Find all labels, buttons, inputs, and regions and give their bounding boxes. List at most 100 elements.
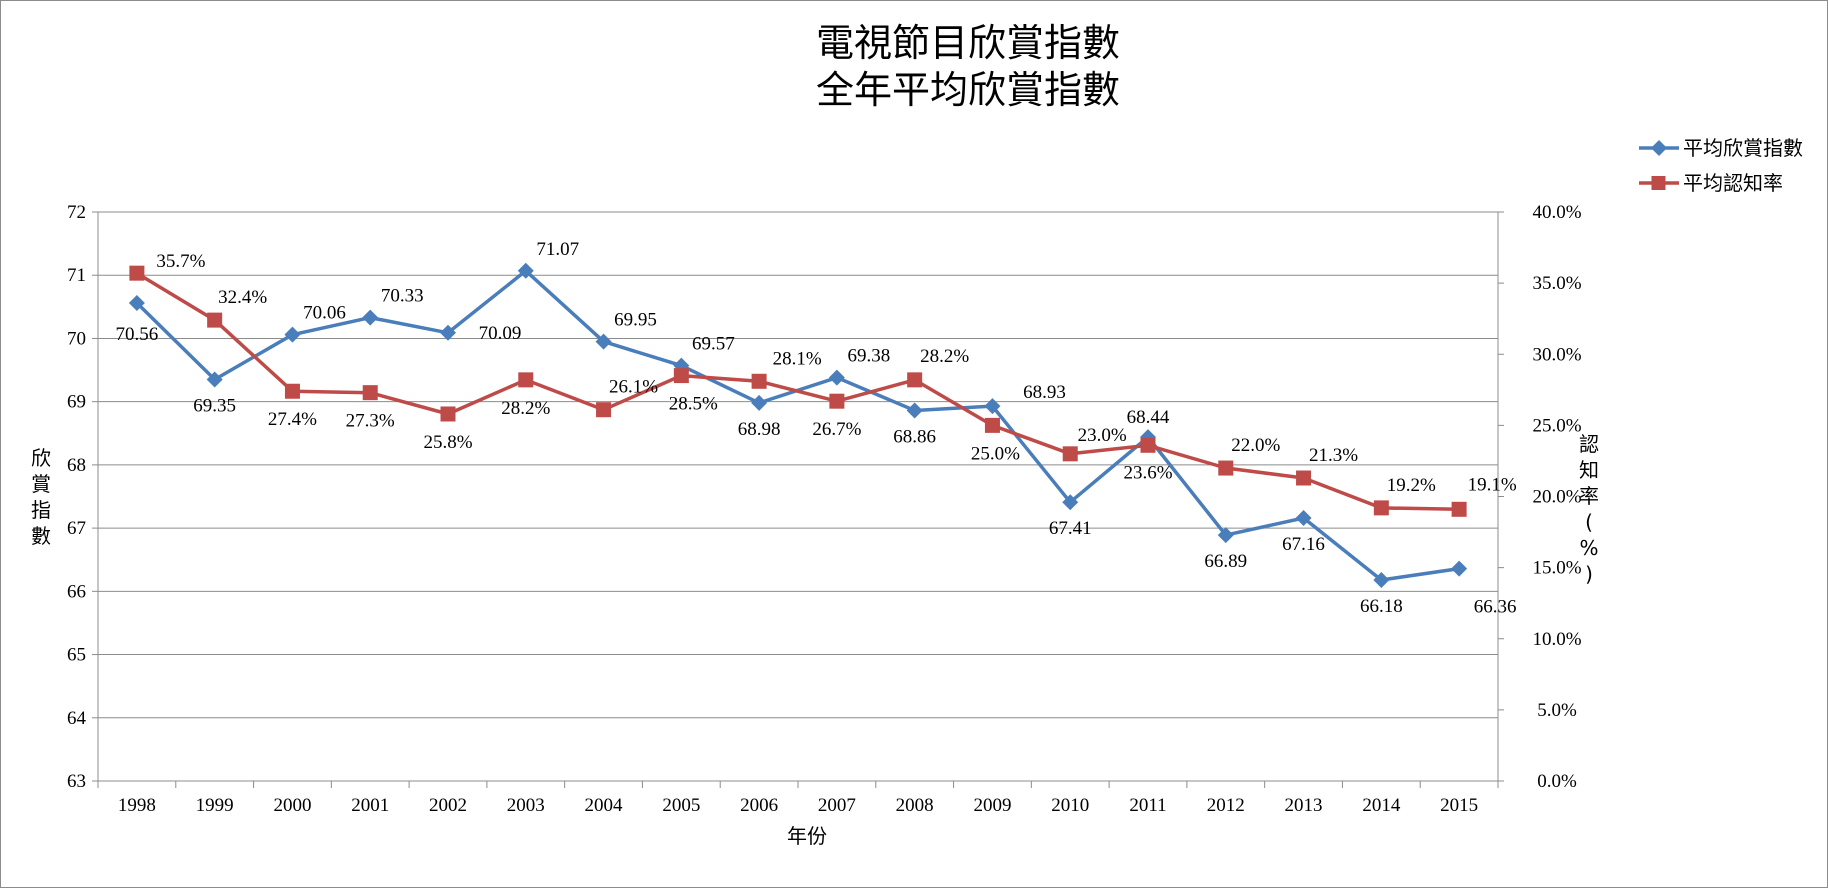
data-labels: 70.56 69.35 70.06 70.33 70.09 71.07 69.95 69.57… — [116, 239, 1517, 618]
x-tick-label: 2000 — [273, 795, 311, 816]
point-marker-square — [1140, 437, 1156, 453]
data-label-index: 69.35 — [193, 396, 236, 417]
x-tick-label: 2009 — [973, 795, 1011, 816]
y2-axis-title-char: 知 — [1579, 458, 1599, 482]
point-marker-diamond — [1373, 571, 1390, 588]
point-marker-square — [362, 385, 378, 401]
y-tick-label: 64 — [67, 708, 87, 729]
data-label-rate: 25.8% — [423, 432, 472, 453]
data-label-index: 70.56 — [116, 324, 159, 345]
legend-marker-square — [1651, 176, 1666, 190]
data-label-index: 70.06 — [303, 303, 346, 324]
x-tick-label: 2011 — [1129, 795, 1166, 816]
y2-tick-label: 30.0% — [1532, 344, 1581, 365]
data-label-index: 70.09 — [479, 323, 522, 344]
data-label-index: 69.38 — [848, 346, 891, 367]
data-label-index: 66.18 — [1360, 596, 1403, 617]
y2-tick-label: 15.0% — [1532, 558, 1581, 579]
data-label-index: 70.33 — [381, 286, 424, 307]
point-marker-diamond — [440, 324, 456, 341]
chart-title: 電視節目欣賞指數 — [816, 21, 1120, 65]
y-tick-label: 72 — [67, 202, 86, 223]
chart-subtitle: 全年平均欣賞指數 — [816, 68, 1120, 112]
x-tick-label: 1999 — [196, 795, 234, 816]
x-tick-label: 2007 — [818, 795, 856, 816]
y2-tick-label: 40.0% — [1532, 202, 1581, 223]
data-label-rate: 28.2% — [920, 346, 969, 367]
y-tick-label: 67 — [67, 518, 86, 539]
data-label-index: 71.07 — [536, 239, 579, 260]
point-marker-square — [1373, 500, 1389, 516]
y2-tick-label: 35.0% — [1532, 273, 1581, 294]
point-marker-square — [829, 393, 845, 409]
point-marker-square — [518, 372, 534, 388]
y2-tick-label: 25.0% — [1532, 415, 1581, 436]
data-label-rate: 22.0% — [1231, 435, 1280, 456]
y-tick-label: 70 — [67, 328, 86, 349]
point-marker-diamond — [828, 369, 845, 386]
point-marker-diamond — [284, 326, 301, 343]
point-marker-square — [129, 265, 145, 281]
point-marker-square — [440, 406, 456, 422]
x-axis-title: 年份 — [787, 824, 827, 848]
y2-axis-title-char: 率 — [1579, 484, 1599, 508]
y-tick-label: 68 — [67, 455, 86, 476]
y-axis-title-char: 指 — [31, 498, 51, 522]
data-label-rate: 21.3% — [1309, 445, 1358, 466]
data-label-index: 66.36 — [1474, 597, 1517, 618]
x-tick-label: 2002 — [429, 795, 467, 816]
axes — [92, 211, 1504, 788]
point-marker-square — [907, 372, 923, 388]
gridlines — [98, 211, 1498, 719]
x-tick-label: 2015 — [1440, 795, 1478, 816]
data-label-rate: 27.4% — [268, 409, 317, 430]
point-marker-diamond — [362, 309, 379, 326]
x-tick-label: 2001 — [351, 795, 389, 816]
data-label-rate: 28.1% — [773, 348, 822, 369]
y-axis-title-char: 欣 — [31, 446, 51, 470]
y2-axis-title-char: 認 — [1579, 432, 1599, 456]
data-label-index: 69.95 — [614, 310, 657, 331]
y-tick-label: 63 — [67, 771, 86, 792]
x-tick-label: 2013 — [1285, 795, 1323, 816]
y-tick-label: 71 — [67, 265, 86, 286]
point-marker-square — [596, 402, 612, 418]
x-tick-label: 2006 — [740, 795, 778, 816]
point-marker-square — [1062, 446, 1078, 462]
data-label-rate: 26.1% — [609, 377, 658, 398]
point-marker-diamond — [1295, 509, 1312, 526]
y-tick-label: 69 — [67, 392, 86, 413]
point-marker-square — [751, 373, 767, 389]
y2-axis-title: 認知率(%) — [1579, 432, 1599, 586]
point-marker-diamond — [906, 402, 923, 419]
x-tick-label: 2010 — [1051, 795, 1089, 816]
series-layer — [128, 262, 1468, 588]
data-label-rate: 28.5% — [669, 394, 718, 415]
y2-axis-title-char: % — [1579, 536, 1598, 560]
point-marker-diamond — [984, 398, 1001, 415]
data-label-index: 68.44 — [1127, 407, 1170, 428]
data-label-rate: 28.2% — [501, 398, 550, 419]
data-label-rate: 23.6% — [1123, 462, 1172, 483]
point-marker-diamond — [128, 295, 145, 312]
data-label-rate: 19.2% — [1387, 475, 1436, 496]
data-label-index: 66.89 — [1204, 551, 1247, 572]
point-marker-square — [207, 312, 223, 328]
data-label-rate: 23.0% — [1078, 425, 1127, 446]
tick-labels: 72 71 70 69 68 67 66 65 64 63 40.0% 35.0% 30.0% 25.0%… — [67, 202, 1582, 816]
y2-tick-label: 5.0% — [1537, 700, 1577, 721]
point-marker-diamond — [1451, 560, 1468, 577]
point-marker-diamond — [1062, 494, 1079, 511]
y-axis-title-char: 數 — [31, 524, 51, 548]
data-label-rate: 27.3% — [346, 411, 395, 432]
y2-axis-title-char: ( — [1585, 510, 1593, 534]
point-marker-square — [1296, 470, 1312, 486]
point-marker-diamond — [517, 262, 534, 279]
legend-label-0: 平均欣賞指數 — [1683, 136, 1803, 160]
x-tick-label: 2014 — [1362, 795, 1401, 816]
data-label-rate: 25.0% — [971, 443, 1020, 464]
y2-axis-title-char: ) — [1585, 562, 1593, 586]
y2-tick-label: 20.0% — [1532, 487, 1581, 508]
